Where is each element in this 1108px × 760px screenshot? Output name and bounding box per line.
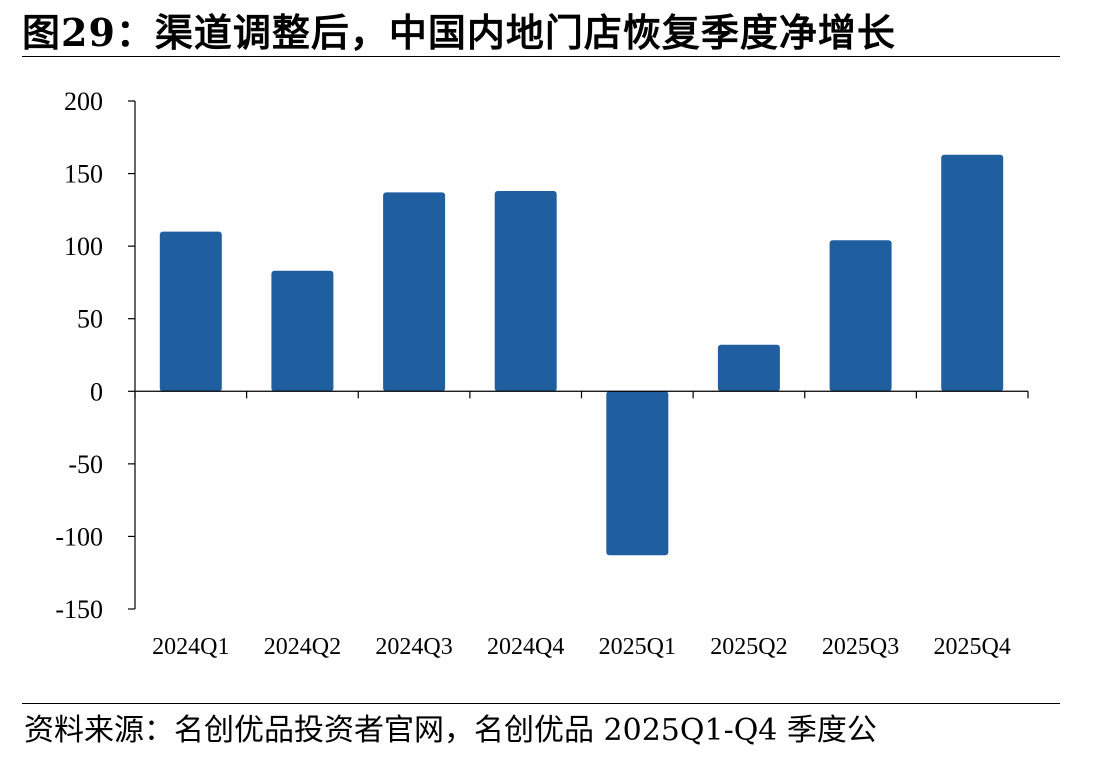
source-divider <box>22 703 1060 704</box>
y-tick-label: 200 <box>64 87 103 116</box>
y-tick-label: -50 <box>68 450 103 479</box>
bar-2024Q1 <box>159 231 222 392</box>
bar-chart: 200 150 100 50 0 -50 -100 -150 2024Q1 2024Q2 2024Q… <box>55 87 1029 660</box>
x-tick-label: 2025Q3 <box>822 634 899 660</box>
bar-2025Q4 <box>941 154 1004 392</box>
title-divider <box>22 56 1060 57</box>
y-tick-label: -100 <box>55 522 103 551</box>
x-tick-label: 2025Q1 <box>599 634 676 660</box>
figure-title: 图29：渠道调整后，中国内地门店恢复季度净增长 <box>22 10 896 55</box>
x-tick-label: 2024Q3 <box>375 634 452 660</box>
y-tick-label: 100 <box>64 232 103 261</box>
bar-2025Q3 <box>829 240 892 392</box>
x-tick-label: 2024Q1 <box>152 634 229 660</box>
x-tick-label: 2025Q4 <box>934 634 1011 660</box>
x-tick-label: 2024Q2 <box>264 634 341 660</box>
source-note: 资料来源：名创优品投资者官网，名创优品 2025Q1-Q4 季度公 <box>24 713 877 748</box>
y-tick-label: 0 <box>90 377 103 406</box>
x-tick-label: 2025Q2 <box>710 634 787 660</box>
bar-2025Q1 <box>606 391 669 556</box>
bar-2025Q2 <box>717 344 780 392</box>
y-tick-label: 150 <box>64 160 103 189</box>
y-tick-label: 50 <box>77 305 103 334</box>
bar-2024Q2 <box>271 270 334 392</box>
bar-2024Q4 <box>494 191 557 392</box>
bar-2024Q3 <box>383 192 446 392</box>
x-tick-label: 2024Q4 <box>487 634 564 660</box>
y-tick-label: -150 <box>55 595 103 624</box>
